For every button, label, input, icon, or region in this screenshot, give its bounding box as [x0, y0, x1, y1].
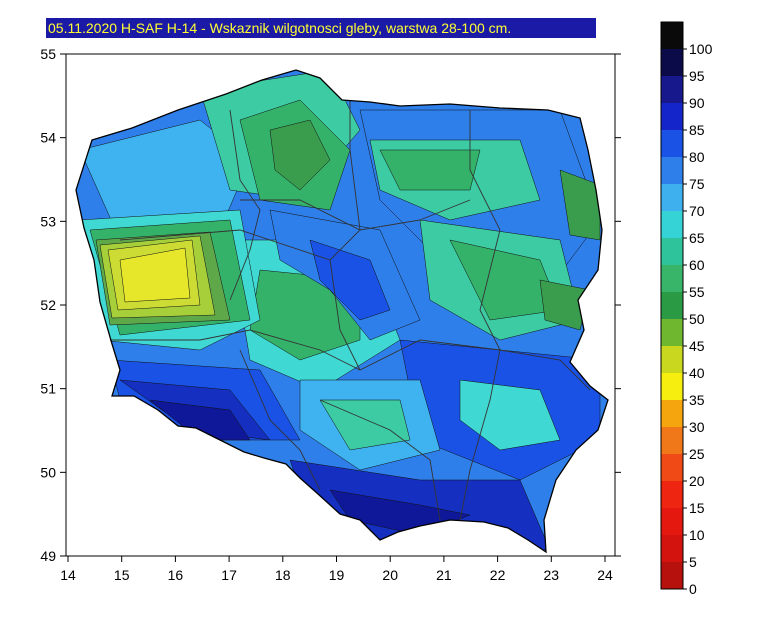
legend-label: 20: [689, 473, 705, 489]
legend-swatch: [661, 265, 683, 292]
legend-label: 30: [689, 419, 705, 435]
legend-label: 40: [689, 365, 705, 381]
border-line: [229, 109, 261, 301]
legend-swatch: [661, 319, 683, 346]
legend-swatch: [661, 535, 683, 562]
legend-swatch: [661, 562, 683, 589]
y-tick-label: 52: [40, 297, 56, 313]
border-line: [499, 349, 591, 391]
legend-swatch: [661, 76, 683, 103]
y-tick-label: 53: [40, 213, 56, 229]
legend-label: 5: [689, 554, 697, 570]
field-southcentral-65: [319, 399, 411, 451]
legend-label: 15: [689, 500, 705, 516]
legend-swatch: [661, 184, 683, 211]
legend-label: 90: [689, 95, 705, 111]
border-line: [329, 100, 361, 371]
x-tick-label: 14: [60, 567, 76, 583]
x-tick-label: 20: [382, 567, 398, 583]
legend-label: 25: [689, 446, 705, 462]
legend-label: 100: [689, 41, 713, 57]
legend-swatch: [661, 346, 683, 373]
field-west-35: [119, 247, 191, 303]
legend-swatch: [661, 454, 683, 481]
legend-swatch: [661, 103, 683, 130]
legend-label: 10: [689, 527, 705, 543]
legend-colorbar: 1009590858075706560555045403530252015105…: [660, 21, 713, 597]
x-tick-label: 21: [436, 567, 452, 583]
field-pomerania-55: [269, 119, 331, 191]
x-tick-label: 23: [544, 567, 560, 583]
field-masuria-60: [379, 149, 481, 191]
legend-swatch: [661, 292, 683, 319]
legend-label: 45: [689, 338, 705, 354]
border-line: [119, 229, 331, 261]
legend-swatch: [661, 22, 683, 49]
x-axis: 14 15 16 17 18 19 20 21 22 23 24: [60, 556, 613, 583]
legend-label: 80: [689, 149, 705, 165]
x-tick-label: 19: [329, 567, 345, 583]
legend-label: 50: [689, 311, 705, 327]
legend-swatch: [661, 211, 683, 238]
legend-swatch: [661, 400, 683, 427]
y-tick-label: 55: [40, 46, 56, 62]
legend-swatch: [661, 373, 683, 400]
x-tick-label: 18: [275, 567, 291, 583]
map-title: 05.11.2020 H-SAF H-14 - Wskaznik wilgotn…: [46, 18, 596, 38]
legend-swatch: [661, 49, 683, 76]
field-northeast-border-55: [559, 169, 601, 241]
legend-swatch: [661, 157, 683, 184]
legend-label: 70: [689, 203, 705, 219]
legend-label: 65: [689, 230, 705, 246]
legend-swatch: [661, 508, 683, 535]
legend-swatch: [661, 130, 683, 157]
y-tick-label: 49: [40, 548, 56, 564]
legend-swatch: [661, 481, 683, 508]
y-tick-label: 50: [40, 464, 56, 480]
border-line: [239, 349, 321, 491]
border-line: [319, 399, 441, 521]
border-line: [240, 199, 471, 231]
legend-label: 95: [689, 68, 705, 84]
border-line: [459, 110, 501, 521]
border-line: [110, 329, 501, 371]
y-tick-label: 51: [40, 381, 56, 397]
x-tick-label: 15: [114, 567, 130, 583]
legend-frame: [660, 21, 684, 590]
x-tick-label: 16: [168, 567, 184, 583]
legend-label: 75: [689, 176, 705, 192]
field-lublin-70: [459, 379, 561, 451]
legend-label: 60: [689, 257, 705, 273]
y-axis: 55 54 53 52 51 50 49: [40, 46, 621, 564]
voivodeship-borders: [110, 100, 591, 521]
moisture-fields: [76, 70, 608, 552]
legend-label: 85: [689, 122, 705, 138]
y-tick-label: 54: [40, 130, 56, 146]
legend-label: 35: [689, 392, 705, 408]
x-tick-label: 24: [597, 567, 613, 583]
legend-label: 0: [689, 581, 697, 597]
x-tick-label: 22: [490, 567, 506, 583]
field-east-border-55: [539, 279, 591, 331]
legend-swatch: [661, 238, 683, 265]
x-tick-label: 17: [221, 567, 237, 583]
legend-swatch: [661, 427, 683, 454]
legend-label: 55: [689, 284, 705, 300]
